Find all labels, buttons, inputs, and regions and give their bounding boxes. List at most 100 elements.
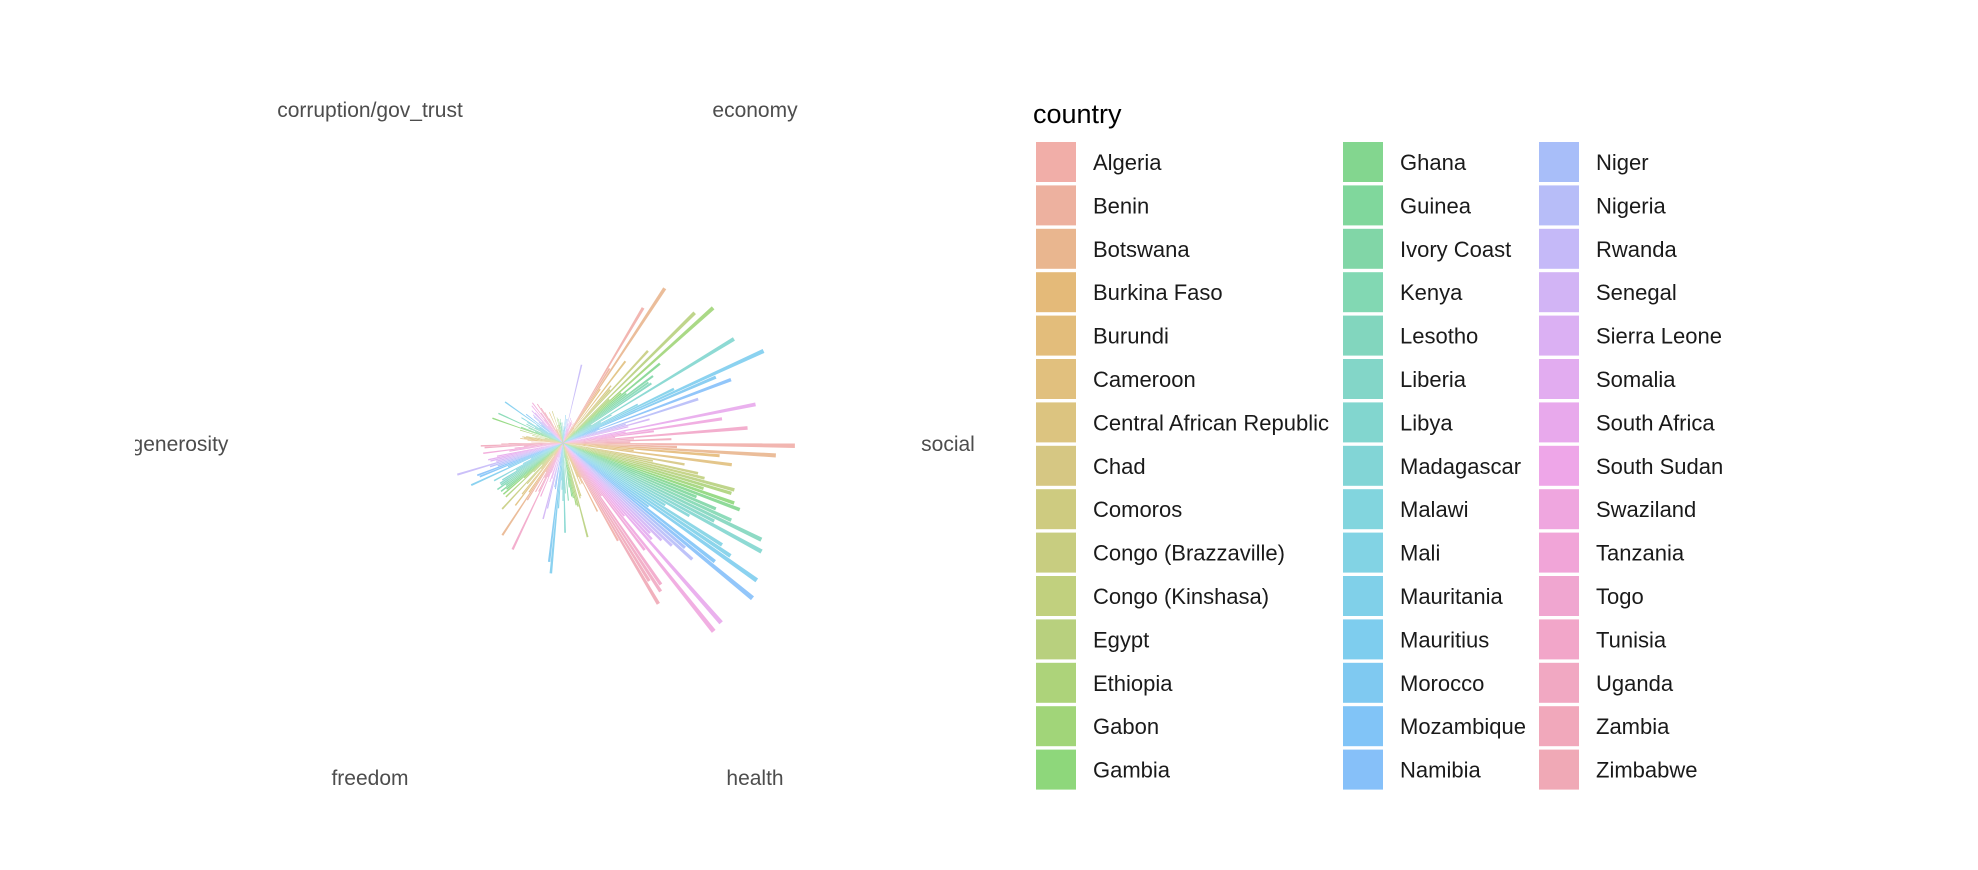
bar-generosity-ghana bbox=[520, 426, 563, 443]
series-corruption-gov-trust bbox=[549, 364, 583, 443]
plot-area bbox=[456, 287, 795, 633]
bar-generosity-gambia bbox=[492, 417, 563, 443]
bar-corruption-gov-trust-guinea bbox=[559, 422, 563, 443]
legend-swatch bbox=[1343, 228, 1383, 269]
legend-label: Zambia bbox=[1596, 714, 1670, 739]
legend-swatch bbox=[1036, 749, 1076, 790]
bar-corruption-gov-trust-south-africa bbox=[563, 428, 568, 443]
legend-swatch bbox=[1539, 315, 1579, 356]
legend-label: Burundi bbox=[1093, 324, 1169, 349]
legend-label: Congo (Kinshasa) bbox=[1093, 584, 1269, 609]
legend-item: Mali bbox=[1343, 532, 1440, 573]
bar-freedom-ghana bbox=[506, 443, 563, 490]
bar-economy-guinea bbox=[563, 392, 627, 443]
bar-generosity-ivory-coast bbox=[528, 427, 563, 443]
legend-item: Gabon bbox=[1036, 706, 1159, 747]
bar-corruption-gov-trust-central-african-republic bbox=[557, 429, 563, 443]
legend-item: Burkina Faso bbox=[1036, 272, 1223, 313]
bar-generosity-congo-brazzaville- bbox=[544, 438, 563, 443]
bar-generosity-cameroon bbox=[524, 437, 563, 443]
legend-swatch bbox=[1343, 185, 1383, 226]
bar-freedom-togo bbox=[514, 443, 563, 449]
bar-generosity-mali bbox=[539, 427, 563, 443]
axis-label-economy: economy bbox=[712, 99, 798, 122]
legend-swatch bbox=[1539, 662, 1579, 703]
bar-corruption-gov-trust-ivory-coast bbox=[559, 418, 563, 443]
legend-item: Cameroon bbox=[1036, 359, 1196, 399]
legend-label: Comoros bbox=[1093, 497, 1182, 522]
legend-label: Somalia bbox=[1596, 367, 1676, 392]
bar-generosity-senegal bbox=[541, 421, 563, 443]
bar-freedom-nigeria bbox=[489, 443, 563, 468]
bar-freedom-mauritius bbox=[470, 443, 563, 487]
bar-health-guinea bbox=[563, 443, 570, 488]
bar-economy-mozambique bbox=[563, 427, 600, 443]
legend-label: Morocco bbox=[1400, 671, 1484, 696]
bar-freedom-libya bbox=[501, 443, 563, 481]
legend-swatch bbox=[1343, 142, 1383, 182]
legend-swatch bbox=[1539, 489, 1579, 530]
legend-label: Botswana bbox=[1093, 237, 1190, 262]
legend-item: Egypt bbox=[1036, 619, 1149, 660]
bar-social-zimbabwe bbox=[563, 443, 660, 605]
legend-item: Burundi bbox=[1036, 315, 1169, 356]
legend-item: Guinea bbox=[1343, 185, 1472, 226]
legend-label: Algeria bbox=[1093, 150, 1162, 175]
legend-label: Congo (Brazzaville) bbox=[1093, 541, 1285, 566]
bar-social-malawi bbox=[563, 443, 666, 507]
legend-swatch bbox=[1343, 445, 1383, 486]
bar-generosity-congo-kinshasa- bbox=[532, 435, 563, 443]
legend-swatch bbox=[1539, 185, 1579, 226]
legend-item: Uganda bbox=[1539, 662, 1674, 703]
bar-generosity-malawi bbox=[521, 417, 563, 443]
bar-social-congo-brazzaville- bbox=[563, 443, 699, 475]
bar-health-sierra-leone bbox=[558, 443, 563, 458]
legend-label: Ivory Coast bbox=[1400, 237, 1511, 262]
legend-swatch bbox=[1343, 359, 1383, 399]
legend-swatch bbox=[1036, 228, 1076, 269]
legend-item: Ivory Coast bbox=[1343, 228, 1511, 269]
legend-swatch bbox=[1539, 619, 1579, 660]
bar-freedom-comoros bbox=[526, 443, 563, 485]
bar-economy-libya bbox=[563, 337, 735, 443]
bar-social-kenya bbox=[563, 443, 732, 522]
bar-economy-algeria bbox=[563, 307, 645, 443]
legend-label: Malawi bbox=[1400, 497, 1468, 522]
bar-health-zimbabwe bbox=[535, 443, 563, 493]
bar-generosity-uganda bbox=[536, 403, 563, 443]
bar-economy-gabon bbox=[563, 306, 715, 443]
bar-social-burundi bbox=[563, 443, 634, 452]
legend-item: Mauritania bbox=[1343, 576, 1503, 616]
legend-item: Comoros bbox=[1036, 489, 1182, 530]
legend-item: Zimbabwe bbox=[1539, 749, 1697, 790]
bar-corruption-gov-trust-botswana bbox=[556, 429, 563, 443]
bar-freedom-algeria bbox=[545, 443, 563, 473]
bar-corruption-gov-trust-senegal bbox=[563, 423, 569, 443]
legend-item: Nigeria bbox=[1539, 185, 1666, 226]
bar-health-ivory-coast bbox=[563, 443, 565, 458]
bar-generosity-libya bbox=[534, 427, 563, 443]
axis-label-health: health bbox=[726, 767, 783, 790]
bar-generosity-burkina-faso bbox=[527, 439, 563, 443]
legend-item: Rwanda bbox=[1539, 228, 1677, 269]
legend-swatch bbox=[1539, 445, 1579, 486]
series-economy bbox=[563, 287, 765, 443]
bar-corruption-gov-trust-zambia bbox=[563, 423, 574, 443]
legend-label: Chad bbox=[1093, 454, 1146, 479]
legend-label: Egypt bbox=[1093, 627, 1149, 652]
legend-label: Mauritius bbox=[1400, 627, 1489, 652]
axis-labels: economy social health freedom generosity… bbox=[132, 99, 975, 790]
bar-freedom-zimbabwe bbox=[501, 443, 563, 445]
bar-generosity-benin bbox=[531, 441, 563, 443]
legend-swatch bbox=[1036, 402, 1076, 443]
bar-social-chad bbox=[563, 443, 685, 466]
legend-label: Kenya bbox=[1400, 280, 1463, 305]
legend-swatch bbox=[1036, 315, 1076, 356]
bar-social-gambia bbox=[563, 443, 735, 505]
bar-corruption-gov-trust-morocco bbox=[563, 426, 566, 443]
bar-corruption-gov-trust-egypt bbox=[558, 424, 563, 443]
bar-economy-niger bbox=[563, 430, 597, 443]
bar-generosity-gabon bbox=[548, 438, 563, 443]
bar-social-botswana bbox=[563, 443, 776, 458]
bar-corruption-gov-trust-sierra-leone bbox=[563, 428, 568, 443]
